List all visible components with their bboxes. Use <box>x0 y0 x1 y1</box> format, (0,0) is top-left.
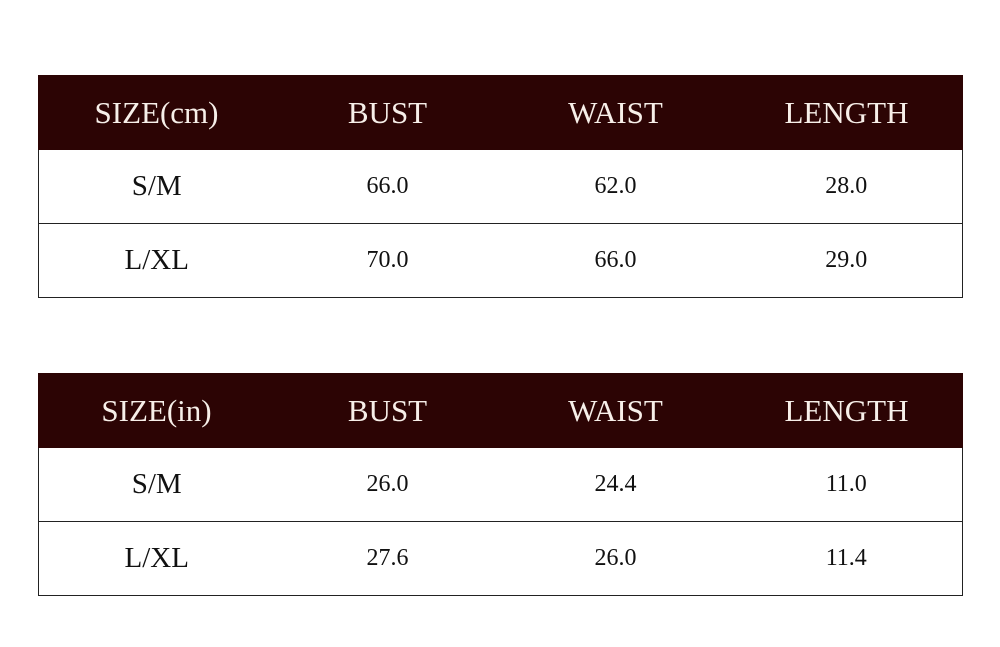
table-row: L/XL 27.6 26.0 11.4 <box>38 521 963 596</box>
table-row: S/M 26.0 24.4 11.0 <box>38 448 963 522</box>
waist-cell: 26.0 <box>500 521 731 596</box>
size-chart-in: SIZE(in) BUST WAIST LENGTH S/M 26.0 24.4… <box>38 373 963 596</box>
header-row: SIZE(in) BUST WAIST LENGTH <box>38 373 963 448</box>
size-cell: L/XL <box>38 521 275 596</box>
header-bust: BUST <box>274 373 501 448</box>
header-row: SIZE(cm) BUST WAIST LENGTH <box>38 75 963 150</box>
waist-cell: 24.4 <box>500 448 731 522</box>
header-length: LENGTH <box>730 75 963 150</box>
header-bust: BUST <box>274 75 501 150</box>
waist-cell: 62.0 <box>500 150 731 224</box>
table-row: S/M 66.0 62.0 28.0 <box>38 150 963 224</box>
bust-cell: 27.6 <box>274 521 501 596</box>
header-waist: WAIST <box>500 373 731 448</box>
header-waist: WAIST <box>500 75 731 150</box>
bust-cell: 66.0 <box>274 150 501 224</box>
bust-cell: 26.0 <box>274 448 501 522</box>
size-cell: S/M <box>38 150 275 224</box>
length-cell: 28.0 <box>730 150 963 224</box>
size-cell: S/M <box>38 448 275 522</box>
size-chart-cm: SIZE(cm) BUST WAIST LENGTH S/M 66.0 62.0… <box>38 75 963 298</box>
waist-cell: 66.0 <box>500 223 731 298</box>
length-cell: 11.0 <box>730 448 963 522</box>
length-cell: 11.4 <box>730 521 963 596</box>
header-size: SIZE(cm) <box>38 75 275 150</box>
table-row: L/XL 70.0 66.0 29.0 <box>38 223 963 298</box>
size-cell: L/XL <box>38 223 275 298</box>
length-cell: 29.0 <box>730 223 963 298</box>
bust-cell: 70.0 <box>274 223 501 298</box>
header-size: SIZE(in) <box>38 373 275 448</box>
header-length: LENGTH <box>730 373 963 448</box>
